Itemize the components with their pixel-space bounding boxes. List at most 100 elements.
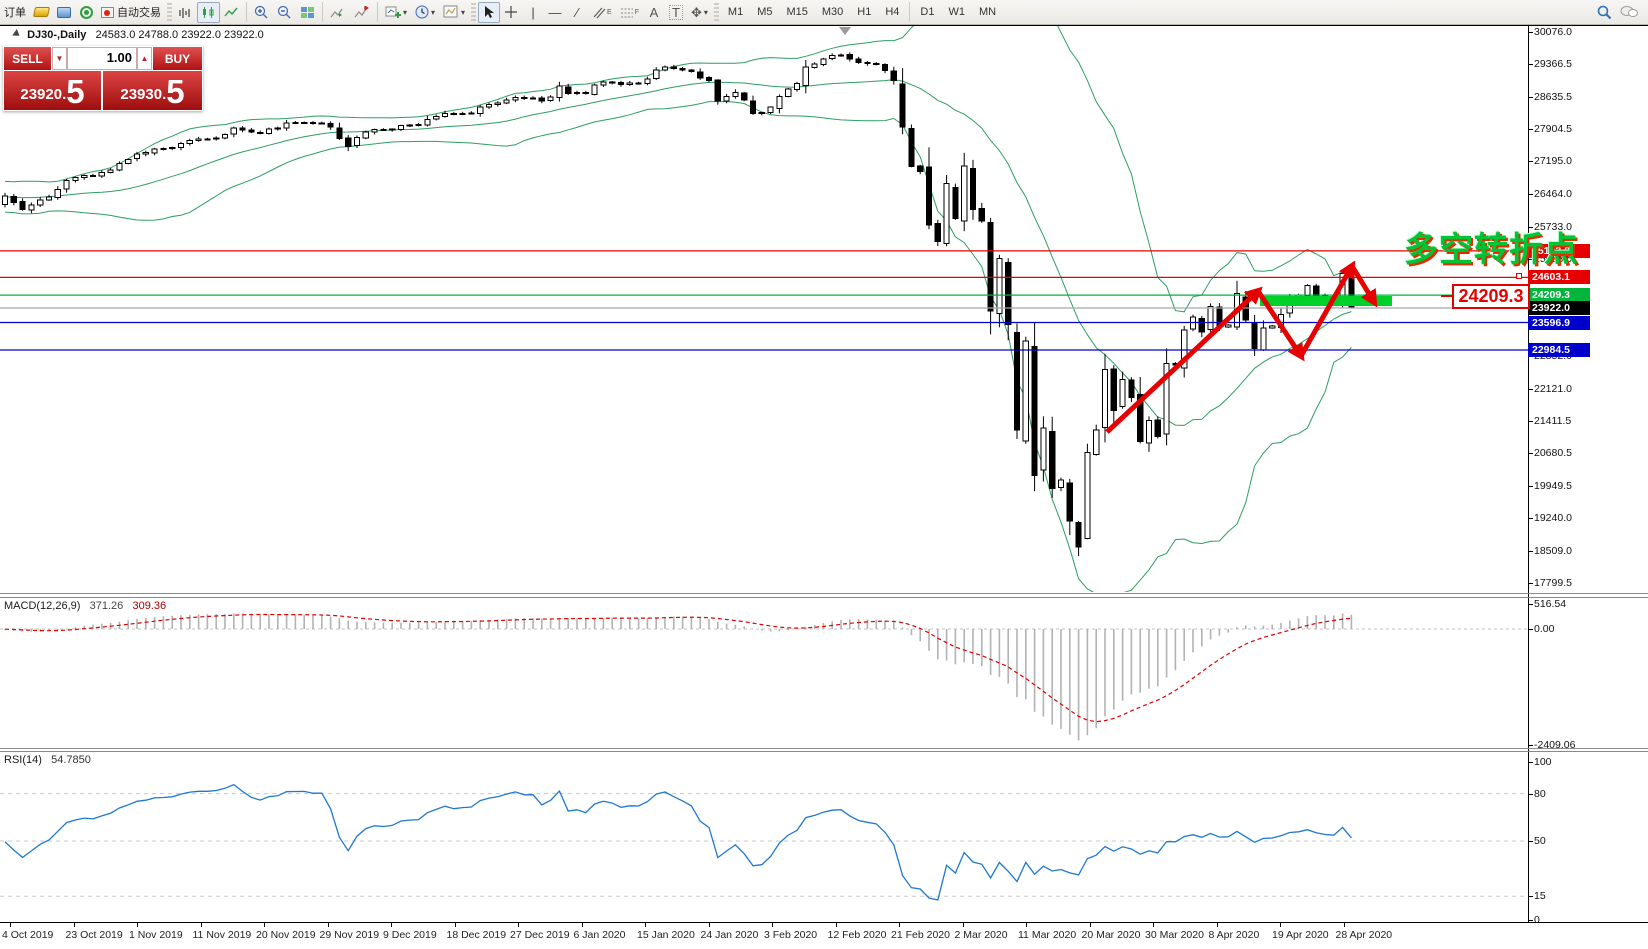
vertical-line-icon[interactable]: | (531, 4, 535, 20)
chevron-down-icon[interactable]: ▾ (703, 7, 708, 17)
date-axis-label: 23 Oct 2019 (65, 929, 123, 941)
horizontal-line-icon[interactable]: — (548, 4, 562, 20)
date-axis-label: 19 Apr 2020 (1272, 929, 1329, 941)
bollinger-upper-band (4, 25, 1352, 313)
one-click-trading-panel: SELL ▼ 1.00 ▲ BUY 23920. 5 23930. 5 (3, 46, 203, 111)
chevron-down-icon[interactable]: ▾ (431, 7, 436, 17)
autotrading-icon (101, 6, 114, 18)
crosshair-icon[interactable] (500, 2, 522, 23)
macd-indicator-label: MACD(12,26,9) 371.26 309.36 (4, 600, 167, 612)
gold-bar-icon[interactable] (30, 2, 53, 23)
auto-scroll-icon[interactable] (326, 2, 350, 23)
date-axis-label: 2 Mar 2020 (954, 929, 1008, 941)
price-level-chip: 24209.3 (1528, 288, 1590, 303)
main-toolbar: 订单 自动交易 (0, 0, 1648, 25)
macd-axis-label: 0.00 (1534, 623, 1555, 635)
bid-price-button[interactable]: 23920. 5 (4, 71, 103, 110)
profile-icon[interactable] (53, 2, 75, 23)
date-axis-label: 4 Oct 2019 (2, 929, 54, 941)
buy-button[interactable]: BUY (152, 47, 202, 70)
macd-main-value: 371.26 (89, 600, 124, 612)
timeframe-button-D1[interactable]: D1 (920, 6, 935, 18)
search-icon[interactable] (1593, 2, 1616, 23)
macd-axis-label: 516.54 (1534, 598, 1567, 611)
date-axis-label: 15 Jan 2020 (637, 929, 695, 941)
text-icon[interactable]: A (649, 4, 659, 20)
broadcast-icon[interactable] (75, 2, 97, 23)
chevron-down-icon[interactable]: ▾ (461, 7, 466, 17)
date-axis-label: 28 Apr 2020 (1335, 929, 1393, 941)
timeframe-toolbar: M1 M5 M15 M30 H1 H4 D1 W1 MN (721, 2, 1003, 22)
rsi-value: 54.7850 (51, 754, 91, 766)
timeframe-button-W1[interactable]: W1 (948, 6, 965, 18)
timeframe-button-M5[interactable]: M5 (757, 6, 773, 18)
autotrading-button[interactable]: 自动交易 (97, 2, 165, 23)
highlight-bar-annotation (1260, 296, 1392, 306)
price-level-chip: 22984.5 (1528, 343, 1590, 357)
text-label-icon[interactable]: T (665, 2, 687, 23)
volume-increase-button[interactable]: ▲ (137, 47, 152, 70)
new-order-label: 订单 (4, 7, 26, 19)
timeframe-button-H4[interactable]: H4 (885, 6, 900, 18)
sell-button[interactable]: SELL (4, 47, 52, 70)
fibonacci-icon[interactable]: F (616, 2, 643, 23)
timeframe-button-M30[interactable]: M30 (821, 6, 844, 18)
date-axis-label: 6 Jan 2020 (573, 929, 626, 941)
price-level-chip: 24603.1 (1528, 270, 1590, 285)
date-axis-label: 24 Jan 2020 (700, 929, 759, 941)
chat-icon[interactable] (1616, 2, 1642, 23)
date-axis-label: 20 Nov 2019 (256, 929, 316, 941)
new-order-button[interactable]: 订单 (0, 2, 30, 23)
date-axis-label: 12 Feb 2020 (827, 929, 887, 941)
zoom-in-icon[interactable] (250, 2, 273, 23)
candlestick-chart-icon[interactable] (197, 1, 220, 23)
volume-input[interactable]: 1.00 (67, 47, 137, 70)
price-axis-label: 19240.0 (1534, 511, 1572, 524)
ask-price-main: 23930. (120, 86, 167, 103)
price-level-chip: 23922.0 (1528, 300, 1590, 315)
trend-arrow (1349, 264, 1378, 308)
date-axis-label: 9 Dec 2019 (383, 929, 437, 941)
timeframe-button-M15[interactable]: M15 (786, 6, 808, 18)
zoom-out-icon[interactable] (273, 2, 296, 23)
bid-price-pips: 5 (66, 73, 85, 110)
rsi-axis-label: 50 (1534, 835, 1546, 847)
date-axis-label: 8 Apr 2020 (1208, 929, 1260, 941)
shapes-icon[interactable]: ✥ ▾ (691, 4, 708, 20)
ask-price-button[interactable]: 23930. 5 (103, 71, 202, 110)
price-axis-label: 29366.5 (1534, 57, 1572, 70)
date-axis-label: 18 Dec 2019 (446, 929, 507, 941)
price-level-chip: 23596.9 (1528, 315, 1590, 330)
price-axis-label: 30076.0 (1534, 26, 1572, 38)
rsi-axis-label: 0 (1534, 914, 1540, 926)
rsi-panel (0, 783, 1528, 901)
timeframe-button-H1[interactable]: H1 (857, 6, 872, 18)
price-axis-label: 22121.0 (1534, 382, 1572, 395)
timeframe-button-M1[interactable]: M1 (727, 6, 744, 18)
chevron-down-icon[interactable]: ▾ (403, 7, 408, 17)
price-axis-label: 27195.0 (1534, 155, 1572, 168)
rsi-axis-label: 100 (1534, 756, 1552, 768)
volume-decrease-button[interactable]: ▼ (52, 47, 67, 70)
price-tag-dash (1441, 295, 1452, 297)
trendline-icon[interactable]: ⁄ (575, 4, 579, 20)
date-axis-label: 1 Nov 2019 (129, 929, 183, 941)
periods-clock-icon[interactable]: ▾ (411, 2, 439, 23)
cursor-icon[interactable] (478, 1, 501, 23)
price-axis-label: 27904.5 (1534, 123, 1572, 136)
indicators-add-icon[interactable]: ▾ (381, 2, 411, 23)
timeframe-button-MN[interactable]: MN (978, 6, 997, 18)
template-icon[interactable]: ▾ (439, 2, 469, 23)
bar-chart-icon[interactable] (174, 2, 197, 23)
chart-shift-icon[interactable] (350, 2, 374, 23)
price-axis-label: 17799.5 (1534, 576, 1572, 589)
channel-icon[interactable]: E (588, 2, 616, 23)
tile-windows-icon[interactable] (296, 2, 319, 23)
date-axis-label: 3 Feb 2020 (764, 929, 818, 941)
rsi-axis-label: 80 (1534, 787, 1546, 800)
fibo-letter: F (634, 8, 639, 16)
chart-shift-marker[interactable] (839, 27, 851, 35)
line-chart-icon[interactable] (220, 2, 243, 23)
macd-panel (0, 613, 1528, 741)
